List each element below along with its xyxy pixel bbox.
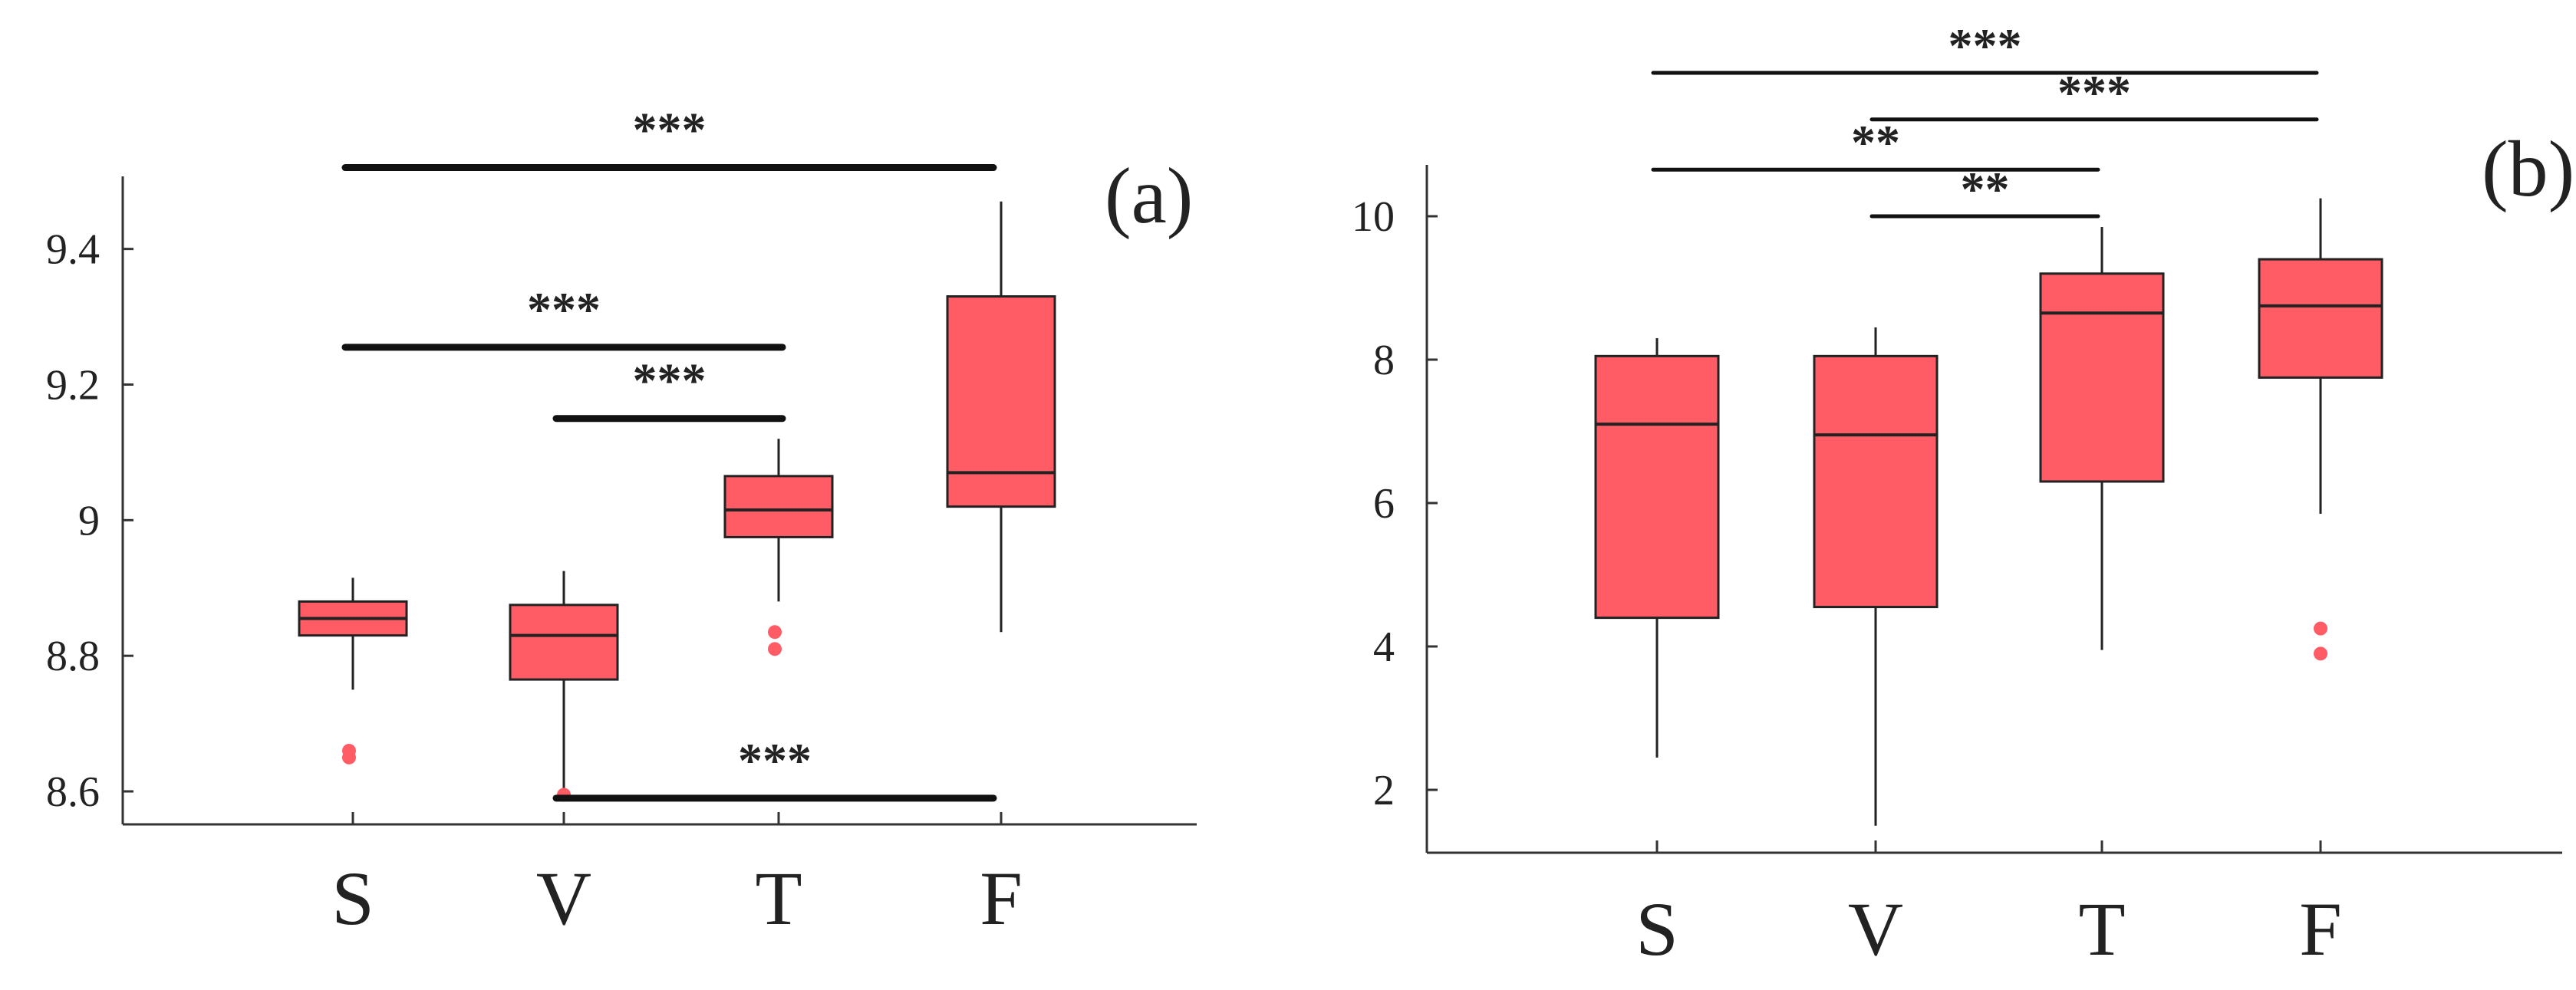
y-tick-label: 10 xyxy=(1352,193,1395,241)
x-category-label: S xyxy=(331,856,374,941)
significance-label: *** xyxy=(738,733,812,788)
outlier-point xyxy=(2314,621,2327,636)
y-tick-label: 9 xyxy=(78,497,100,544)
x-category-label: F xyxy=(2299,886,2342,972)
significance-label: *** xyxy=(1948,18,2022,73)
outlier-point xyxy=(342,750,356,765)
outlier-point xyxy=(768,625,782,640)
significance-label: *** xyxy=(527,282,601,337)
panel-label: (a) xyxy=(1105,152,1193,240)
x-category-label: S xyxy=(1636,886,1678,972)
box-f xyxy=(2258,258,2383,379)
box-t xyxy=(2039,272,2165,483)
box-t xyxy=(723,475,834,538)
significance-label: ** xyxy=(1851,115,1900,169)
box-v xyxy=(1813,354,1939,609)
y-tick-label: 6 xyxy=(1373,480,1395,528)
outlier-point xyxy=(768,642,782,656)
significance-label: ** xyxy=(1961,162,2010,216)
x-category-label: V xyxy=(1848,886,1903,972)
y-tick-label: 9.4 xyxy=(46,226,100,274)
x-category-label: T xyxy=(755,856,802,941)
y-tick-label: 9.2 xyxy=(46,361,100,409)
outlier-point xyxy=(2314,646,2327,661)
box-s xyxy=(1594,354,1720,620)
y-tick-label: 4 xyxy=(1373,623,1395,671)
y-tick-label: 8.8 xyxy=(46,633,100,680)
significance-label: *** xyxy=(2057,65,2131,120)
panel-label: (b) xyxy=(2482,125,2574,213)
x-category-label: T xyxy=(2078,886,2125,972)
panel-a: 8.6 8.8 9 9.2 9.4 S V T F *** *** *** *** (a) xyxy=(46,103,1197,941)
box-f xyxy=(946,295,1056,508)
box-v xyxy=(509,604,619,681)
y-tick-label: 8 xyxy=(1373,337,1395,384)
significance-label: *** xyxy=(633,354,707,408)
y-tick-label: 8.6 xyxy=(46,768,100,816)
y-tick-label: 2 xyxy=(1373,767,1395,814)
significance-label: *** xyxy=(633,103,707,157)
x-category-label: F xyxy=(980,856,1023,941)
x-category-label: V xyxy=(536,856,591,941)
